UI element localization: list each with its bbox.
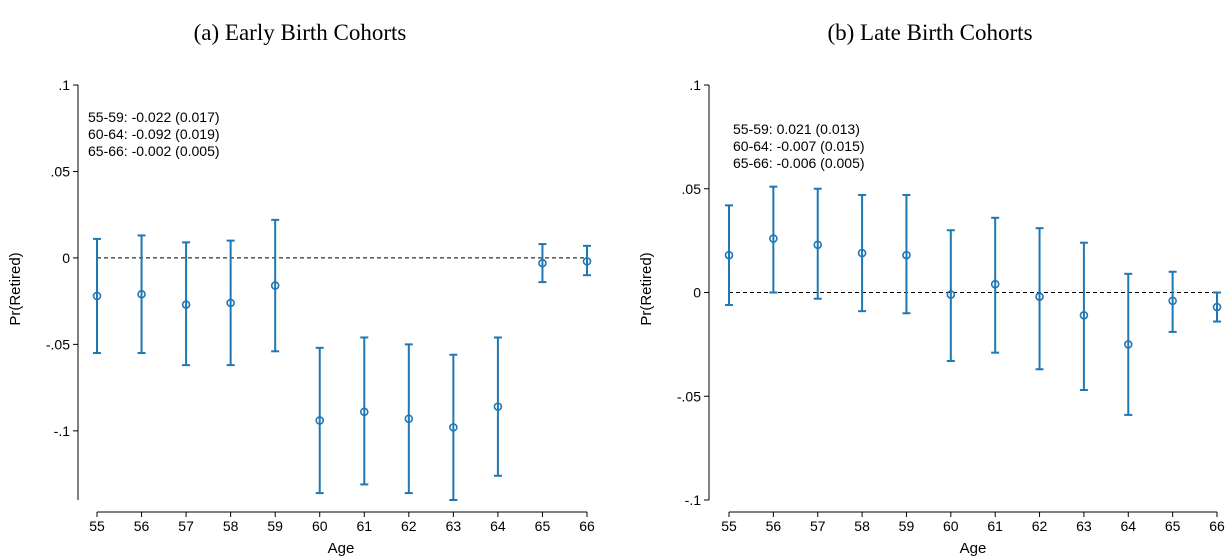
y-tick-label: -.1 [54, 423, 71, 439]
data-point [359, 407, 369, 417]
x-tick-label: 60 [943, 518, 959, 534]
y-axis-title: Pr(Retired) [638, 252, 655, 325]
data-point [315, 416, 325, 425]
annotation-55-59: 55-59: 0.021 (0.013) [733, 121, 860, 137]
y-tick-label: .05 [51, 163, 71, 179]
x-tick-label: 56 [766, 518, 782, 534]
x-tick-label: 66 [1209, 518, 1225, 534]
y-tick-label: .1 [58, 77, 70, 93]
y-axis-title: Pr(Retired) [7, 252, 24, 325]
y-tick-label: 0 [62, 250, 70, 266]
y-tick-label: .05 [682, 181, 702, 197]
x-tick-label: 61 [987, 518, 1003, 534]
y-tick-label: -.05 [677, 388, 701, 404]
annotation-65-66: 65-66: -0.006 (0.005) [733, 155, 865, 171]
data-point [92, 291, 102, 301]
data-point [1212, 302, 1222, 312]
annotation-55-59: 55-59: -0.022 (0.017) [88, 109, 220, 125]
data-point [724, 250, 734, 260]
data-point [1123, 340, 1133, 349]
data-point [137, 289, 146, 299]
x-tick-label: 62 [1032, 518, 1048, 534]
data-point [449, 423, 458, 432]
x-tick-label: 59 [267, 518, 283, 534]
data-point [270, 281, 280, 290]
data-point [181, 300, 191, 309]
x-tick-label: 63 [446, 518, 462, 534]
data-point [404, 414, 414, 424]
data-point [493, 402, 503, 411]
y-tick-label: 0 [693, 285, 701, 301]
x-tick-label: 58 [223, 518, 239, 534]
x-tick-label: 58 [854, 518, 870, 534]
data-point [990, 279, 1000, 289]
data-point [538, 258, 547, 268]
data-point [769, 234, 778, 243]
x-tick-label: 66 [579, 518, 595, 534]
data-point [1168, 296, 1177, 306]
x-tick-label: 64 [490, 518, 506, 534]
data-point [857, 248, 867, 258]
data-point [902, 250, 911, 260]
x-tick-label: 65 [535, 518, 551, 534]
data-point [226, 298, 235, 308]
x-tick-label: 60 [312, 518, 328, 534]
y-tick-label: .1 [689, 77, 701, 93]
x-tick-label: 59 [899, 518, 915, 534]
data-point [1035, 292, 1044, 301]
panel-early-birth-cohorts: (a) Early Birth Cohorts 55-59: -0.022 (0… [7, 20, 595, 557]
panel-title: (b) Late Birth Cohorts [827, 20, 1032, 45]
x-tick-label: 55 [721, 518, 737, 534]
x-tick-label: 57 [178, 518, 194, 534]
x-tick-label: 62 [401, 518, 417, 534]
annotation-60-64: 60-64: -0.007 (0.015) [733, 138, 865, 154]
y-tick-label: -.1 [685, 492, 702, 508]
x-tick-label: 63 [1076, 518, 1092, 534]
x-axis-title: Age [328, 540, 355, 557]
x-axis-title: Age [960, 540, 987, 557]
data-point [813, 240, 823, 250]
panel-late-birth-cohorts: (b) Late Birth Cohorts 55-59: 0.021 (0.0… [638, 20, 1225, 557]
x-tick-label: 55 [89, 518, 105, 534]
panel-title: (a) Early Birth Cohorts [194, 20, 407, 45]
data-point [1079, 311, 1089, 320]
x-tick-label: 65 [1165, 518, 1181, 534]
x-tick-label: 61 [356, 518, 372, 534]
x-tick-label: 57 [810, 518, 826, 534]
data-point [946, 290, 956, 299]
x-tick-label: 64 [1120, 518, 1136, 534]
annotation-60-64: 60-64: -0.092 (0.019) [88, 126, 220, 142]
y-tick-label: -.05 [46, 336, 70, 352]
x-tick-label: 56 [134, 518, 150, 534]
annotation-65-66: 65-66: -0.002 (0.005) [88, 143, 220, 159]
data-point [582, 257, 592, 266]
